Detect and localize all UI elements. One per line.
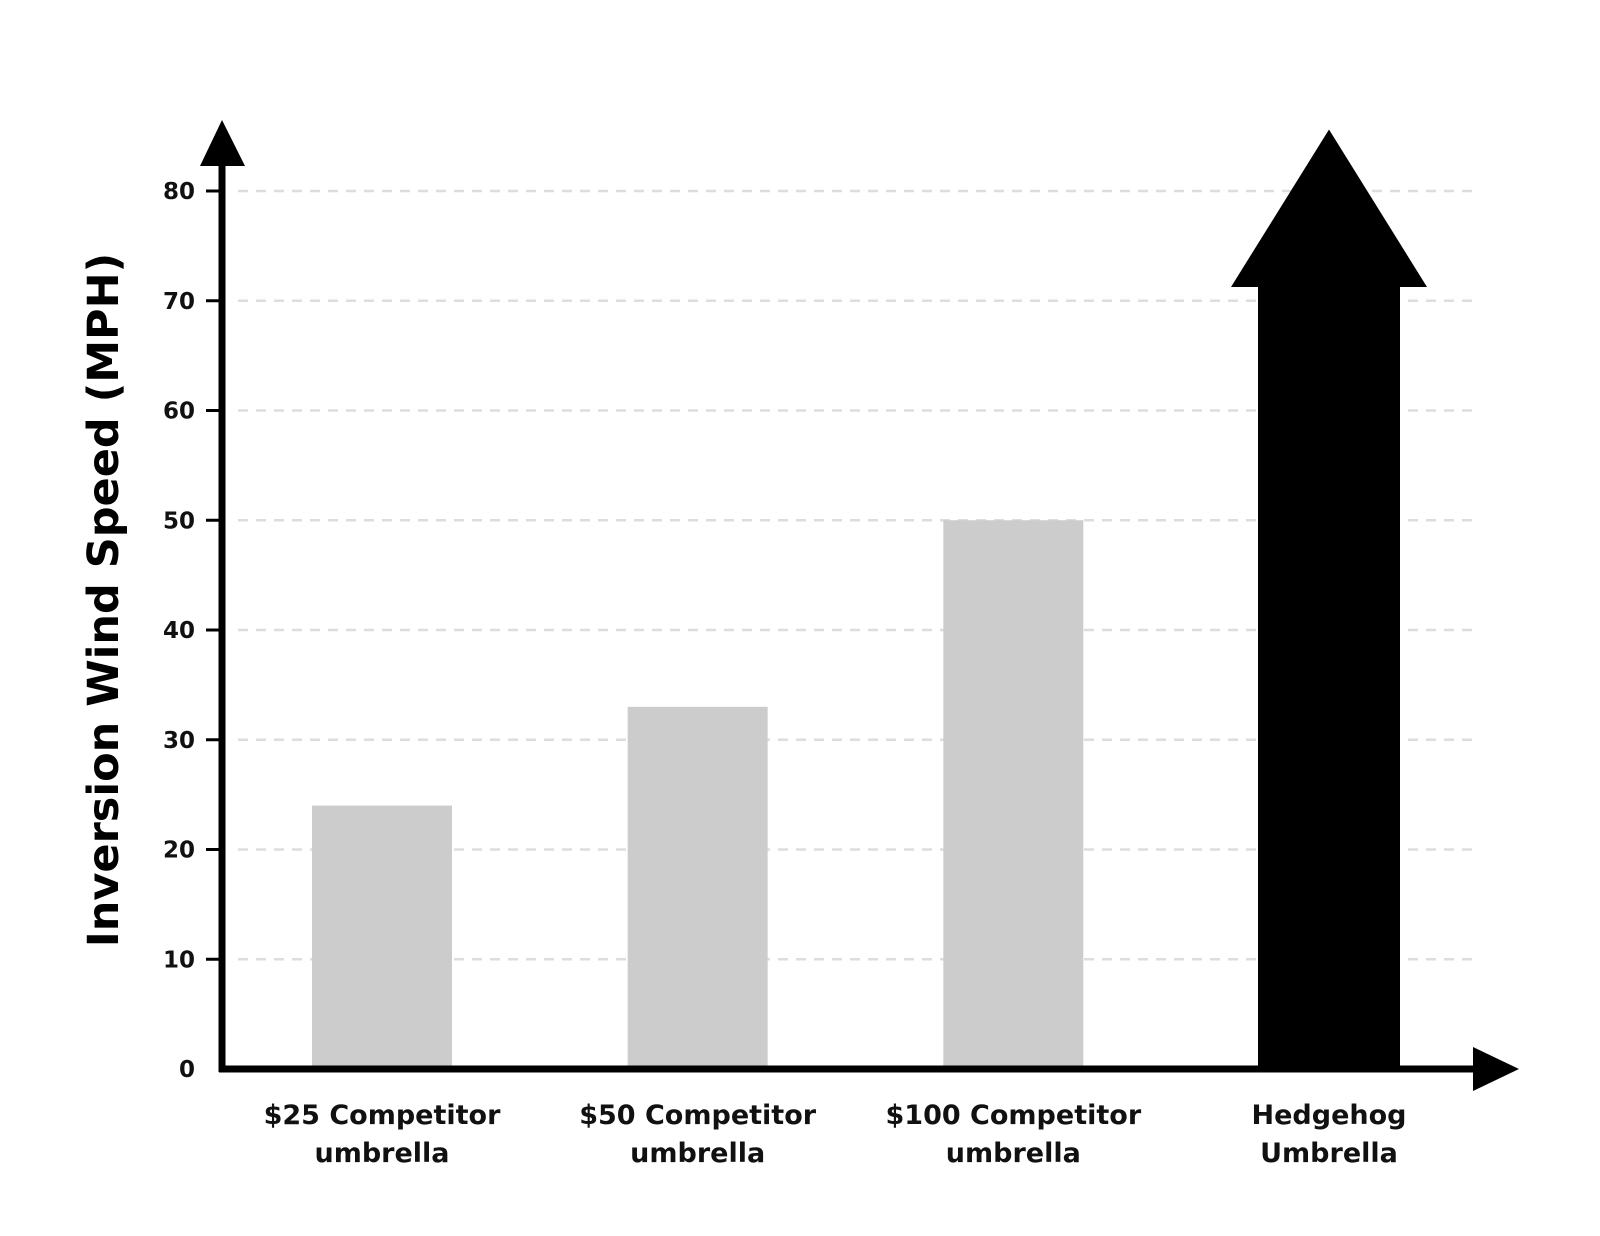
y-tick-label-20: 20 [163,838,195,864]
y-tick-label-30: 30 [163,728,195,754]
bars [312,129,1427,1070]
x-label-2-line-2: umbrella [630,1138,765,1169]
x-label-2-line-1: $50 Competitor [579,1100,817,1131]
x-axis-arrowhead [1473,1047,1519,1091]
y-tick-label-0: 0 [179,1057,195,1083]
x-label-4: Hedgehog Umbrella [1252,1100,1407,1169]
bar-2 [627,706,768,1069]
y-tick-label-10: 10 [163,947,195,973]
y-tick-labels: 0 10 20 30 40 50 60 70 80 [163,179,195,1083]
bar-hedgehog-arrow [1231,129,1427,1070]
y-axis-label: Inversion Wind Speed (MPH) [79,253,129,947]
bar-3 [943,520,1084,1069]
x-label-1: $25 Competitor umbrella [264,1100,502,1169]
x-label-4-line-2: Umbrella [1260,1138,1398,1169]
axes [200,120,1519,1091]
x-label-3-line-2: umbrella [946,1138,1081,1169]
x-label-1-line-2: umbrella [314,1138,449,1169]
y-tick-label-50: 50 [163,508,195,534]
y-tick-label-60: 60 [163,399,195,425]
x-label-2: $50 Competitor umbrella [579,1100,817,1169]
y-tick-label-70: 70 [163,289,195,315]
bar-1 [312,805,452,1069]
x-category-labels: $25 Competitor umbrella $50 Competitor umbr… [264,1100,1407,1169]
y-tick-label-80: 80 [163,179,195,205]
x-label-1-line-1: $25 Competitor [264,1100,502,1131]
x-label-4-line-1: Hedgehog [1252,1100,1407,1131]
x-label-3-line-1: $100 Competitor [886,1100,1142,1131]
y-axis-arrowhead [200,120,245,166]
x-label-3: $100 Competitor umbrella [886,1100,1142,1169]
y-tick-label-40: 40 [163,618,195,644]
